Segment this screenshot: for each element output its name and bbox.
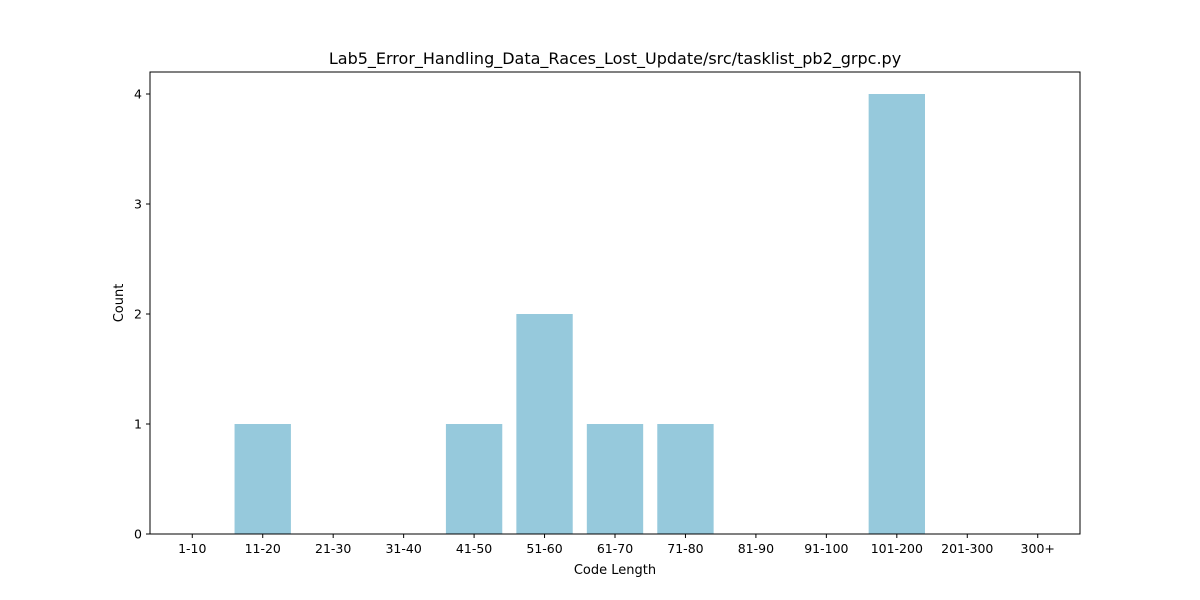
x-tick-label: 71-80 xyxy=(667,541,703,556)
bar-101-200 xyxy=(868,94,925,534)
x-axis: 1-10 11-20 21-30 31-40 41-50 51-60 61-70 71-80 8… xyxy=(178,534,1055,556)
x-tick-label: 201-300 xyxy=(941,541,993,556)
y-tick-label: 4 xyxy=(134,87,142,102)
x-tick-label: 81-90 xyxy=(738,541,774,556)
y-tick-label: 1 xyxy=(134,417,142,432)
x-tick-label: 1-10 xyxy=(178,541,206,556)
x-tick-label: 91-100 xyxy=(804,541,848,556)
y-tick-label: 0 xyxy=(134,527,142,542)
x-axis-label: Code Length xyxy=(574,563,656,578)
x-tick-label: 300+ xyxy=(1021,541,1055,556)
bar-11-20 xyxy=(234,424,291,534)
bar-51-60 xyxy=(516,314,573,534)
chart-title: Lab5_Error_Handling_Data_Races_Lost_Upda… xyxy=(329,49,901,69)
x-tick-label: 11-20 xyxy=(245,541,281,556)
bar-71-80 xyxy=(657,424,714,534)
x-tick-label: 31-40 xyxy=(385,541,421,556)
y-tick-label: 2 xyxy=(134,307,142,322)
plot-frame xyxy=(149,71,1081,535)
x-tick-label: 41-50 xyxy=(456,541,492,556)
x-tick-label: 101-200 xyxy=(871,541,923,556)
bars-group xyxy=(234,94,925,534)
y-axis: 0 1 2 3 4 xyxy=(134,87,150,542)
bar-61-70 xyxy=(586,424,644,534)
x-tick-label: 21-30 xyxy=(315,541,351,556)
bar-41-50 xyxy=(445,424,503,534)
x-tick-label: 61-70 xyxy=(597,541,633,556)
x-tick-label: 51-60 xyxy=(526,541,562,556)
y-tick-label: 3 xyxy=(134,197,142,212)
y-axis-label: Count xyxy=(112,284,127,323)
